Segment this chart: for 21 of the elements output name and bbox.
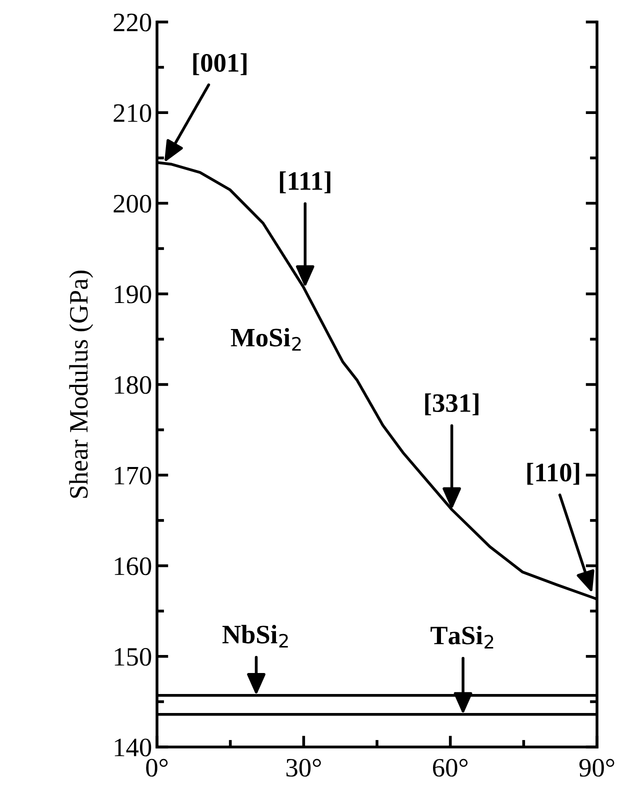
annotation: TaSi$_{2}$ (430, 626, 494, 648)
annotation: [110] (527, 462, 580, 485)
x-tick-label: 0° (146, 758, 168, 777)
annotation: [111] (280, 171, 330, 194)
y-tick-label: 160 (114, 557, 152, 576)
y-tick-label: 150 (114, 648, 152, 666)
y-tick-label: 200 (114, 194, 152, 213)
x-tick-label: 60° (432, 758, 468, 777)
y-tick-label: 210 (114, 104, 152, 122)
y-tick-label: 170 (114, 466, 152, 485)
annotation: [001] (193, 53, 247, 76)
annotation: MoSi$_{2}$ (230, 328, 301, 351)
y-tick-label: 220 (114, 14, 152, 32)
annotation: NbSi$_{2}$ (222, 624, 288, 648)
y-tick-label: 180 (114, 376, 152, 394)
y-axis-title: Shear Modulus (GPa) (69, 270, 94, 498)
annotation: [331] (425, 393, 478, 416)
y-tick-label: 190 (114, 285, 152, 304)
y-tick-label: 140 (114, 738, 152, 756)
x-tick-label: 30° (286, 758, 321, 777)
x-tick-label: 90° (579, 758, 614, 777)
